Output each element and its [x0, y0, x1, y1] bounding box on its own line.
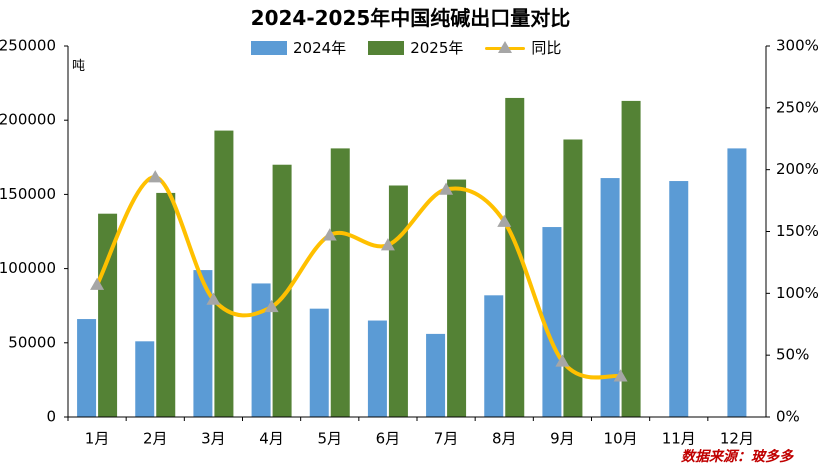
- bar-2024-5: [309, 308, 329, 417]
- bar-2024-11: [669, 181, 689, 417]
- x-tick-5: 5月: [317, 430, 342, 448]
- y-left-tick-4: 200000: [0, 111, 56, 129]
- yoy-marker-9: [555, 354, 570, 367]
- x-tick-1: 1月: [85, 430, 110, 448]
- legend-item-2024: 2024年: [251, 37, 346, 58]
- legend-item-yoy: 同比: [485, 37, 561, 58]
- x-tick-9: 9月: [550, 430, 575, 448]
- legend-swatch-2025: [368, 40, 405, 55]
- bar-2024-3: [193, 270, 213, 417]
- bar-2025-9: [563, 139, 583, 417]
- y-left-tick-2: 100000: [0, 259, 56, 277]
- bar-2025-8: [505, 97, 525, 417]
- legend: 2024年 2025年 同比: [251, 37, 583, 58]
- y-right-tick-5: 250%: [776, 98, 819, 116]
- yoy-marker-8: [497, 214, 512, 227]
- legend-item-2025: 2025年: [368, 37, 463, 58]
- yoy-marker-10: [613, 369, 628, 382]
- yoy-marker-4: [264, 299, 279, 313]
- chart-title: 2024-2025年中国纯碱出口量对比: [250, 6, 571, 30]
- bar-2024-1: [77, 319, 97, 417]
- bar-2025-7: [447, 179, 467, 417]
- x-tick-6: 6月: [376, 430, 401, 448]
- bar-2025-5: [330, 148, 350, 417]
- y-right-tick-6: 300%: [776, 37, 819, 55]
- bar-2024-8: [484, 295, 504, 417]
- bar-2024-12: [727, 148, 747, 417]
- x-tick-12: 12月: [720, 430, 754, 448]
- x-tick-4: 4月: [259, 430, 284, 448]
- y-left-tick-5: 250000: [0, 37, 56, 55]
- bar-2024-4: [251, 283, 271, 417]
- y-right-tick-4: 200%: [776, 160, 819, 178]
- yoy-marker-2: [148, 170, 163, 183]
- bar-2024-9: [542, 227, 562, 417]
- y-left-tick-3: 150000: [0, 185, 56, 203]
- yoy-marker-6: [380, 238, 395, 251]
- bar-2024-10: [600, 178, 620, 417]
- y-left-tick-1: 50000: [8, 333, 56, 351]
- yoy-marker-7: [439, 182, 454, 195]
- source-note: 数据来源：玻多多: [681, 449, 793, 465]
- bar-2025-10: [621, 100, 641, 418]
- bar-2025-1: [98, 213, 118, 417]
- y-right-tick-3: 150%: [776, 222, 819, 240]
- x-tick-2: 2月: [143, 430, 168, 448]
- bar-2024-7: [426, 333, 446, 417]
- y-right-tick-1: 50%: [776, 346, 809, 364]
- legend-swatch-yoy: [485, 40, 526, 55]
- y-left-tick-0: 0: [46, 408, 56, 426]
- yoy-marker-1: [90, 277, 105, 290]
- y-right-tick-0: 0%: [776, 408, 800, 426]
- bar-2024-2: [135, 341, 155, 417]
- bar-2025-3: [214, 130, 234, 417]
- yoy-marker-3: [206, 292, 221, 305]
- x-tick-11: 11月: [662, 430, 696, 448]
- y-axis-unit: 吨: [72, 59, 86, 74]
- bar-2025-4: [272, 164, 292, 417]
- x-tick-3: 3月: [201, 430, 226, 448]
- legend-label-2025: 2025年: [410, 39, 464, 57]
- x-tick-7: 7月: [434, 430, 459, 448]
- bar-2025-2: [156, 192, 176, 417]
- legend-label-2024: 2024年: [293, 39, 347, 57]
- x-tick-10: 10月: [604, 430, 638, 448]
- legend-swatch-2024: [251, 40, 287, 55]
- yoy-line: [95, 175, 623, 380]
- bar-2024-6: [367, 320, 387, 417]
- bar-2025-6: [388, 185, 408, 417]
- y-right-tick-2: 100%: [776, 284, 819, 302]
- x-tick-8: 8月: [492, 430, 517, 448]
- yoy-marker-5: [322, 228, 337, 241]
- legend-label-yoy: 同比: [531, 39, 562, 57]
